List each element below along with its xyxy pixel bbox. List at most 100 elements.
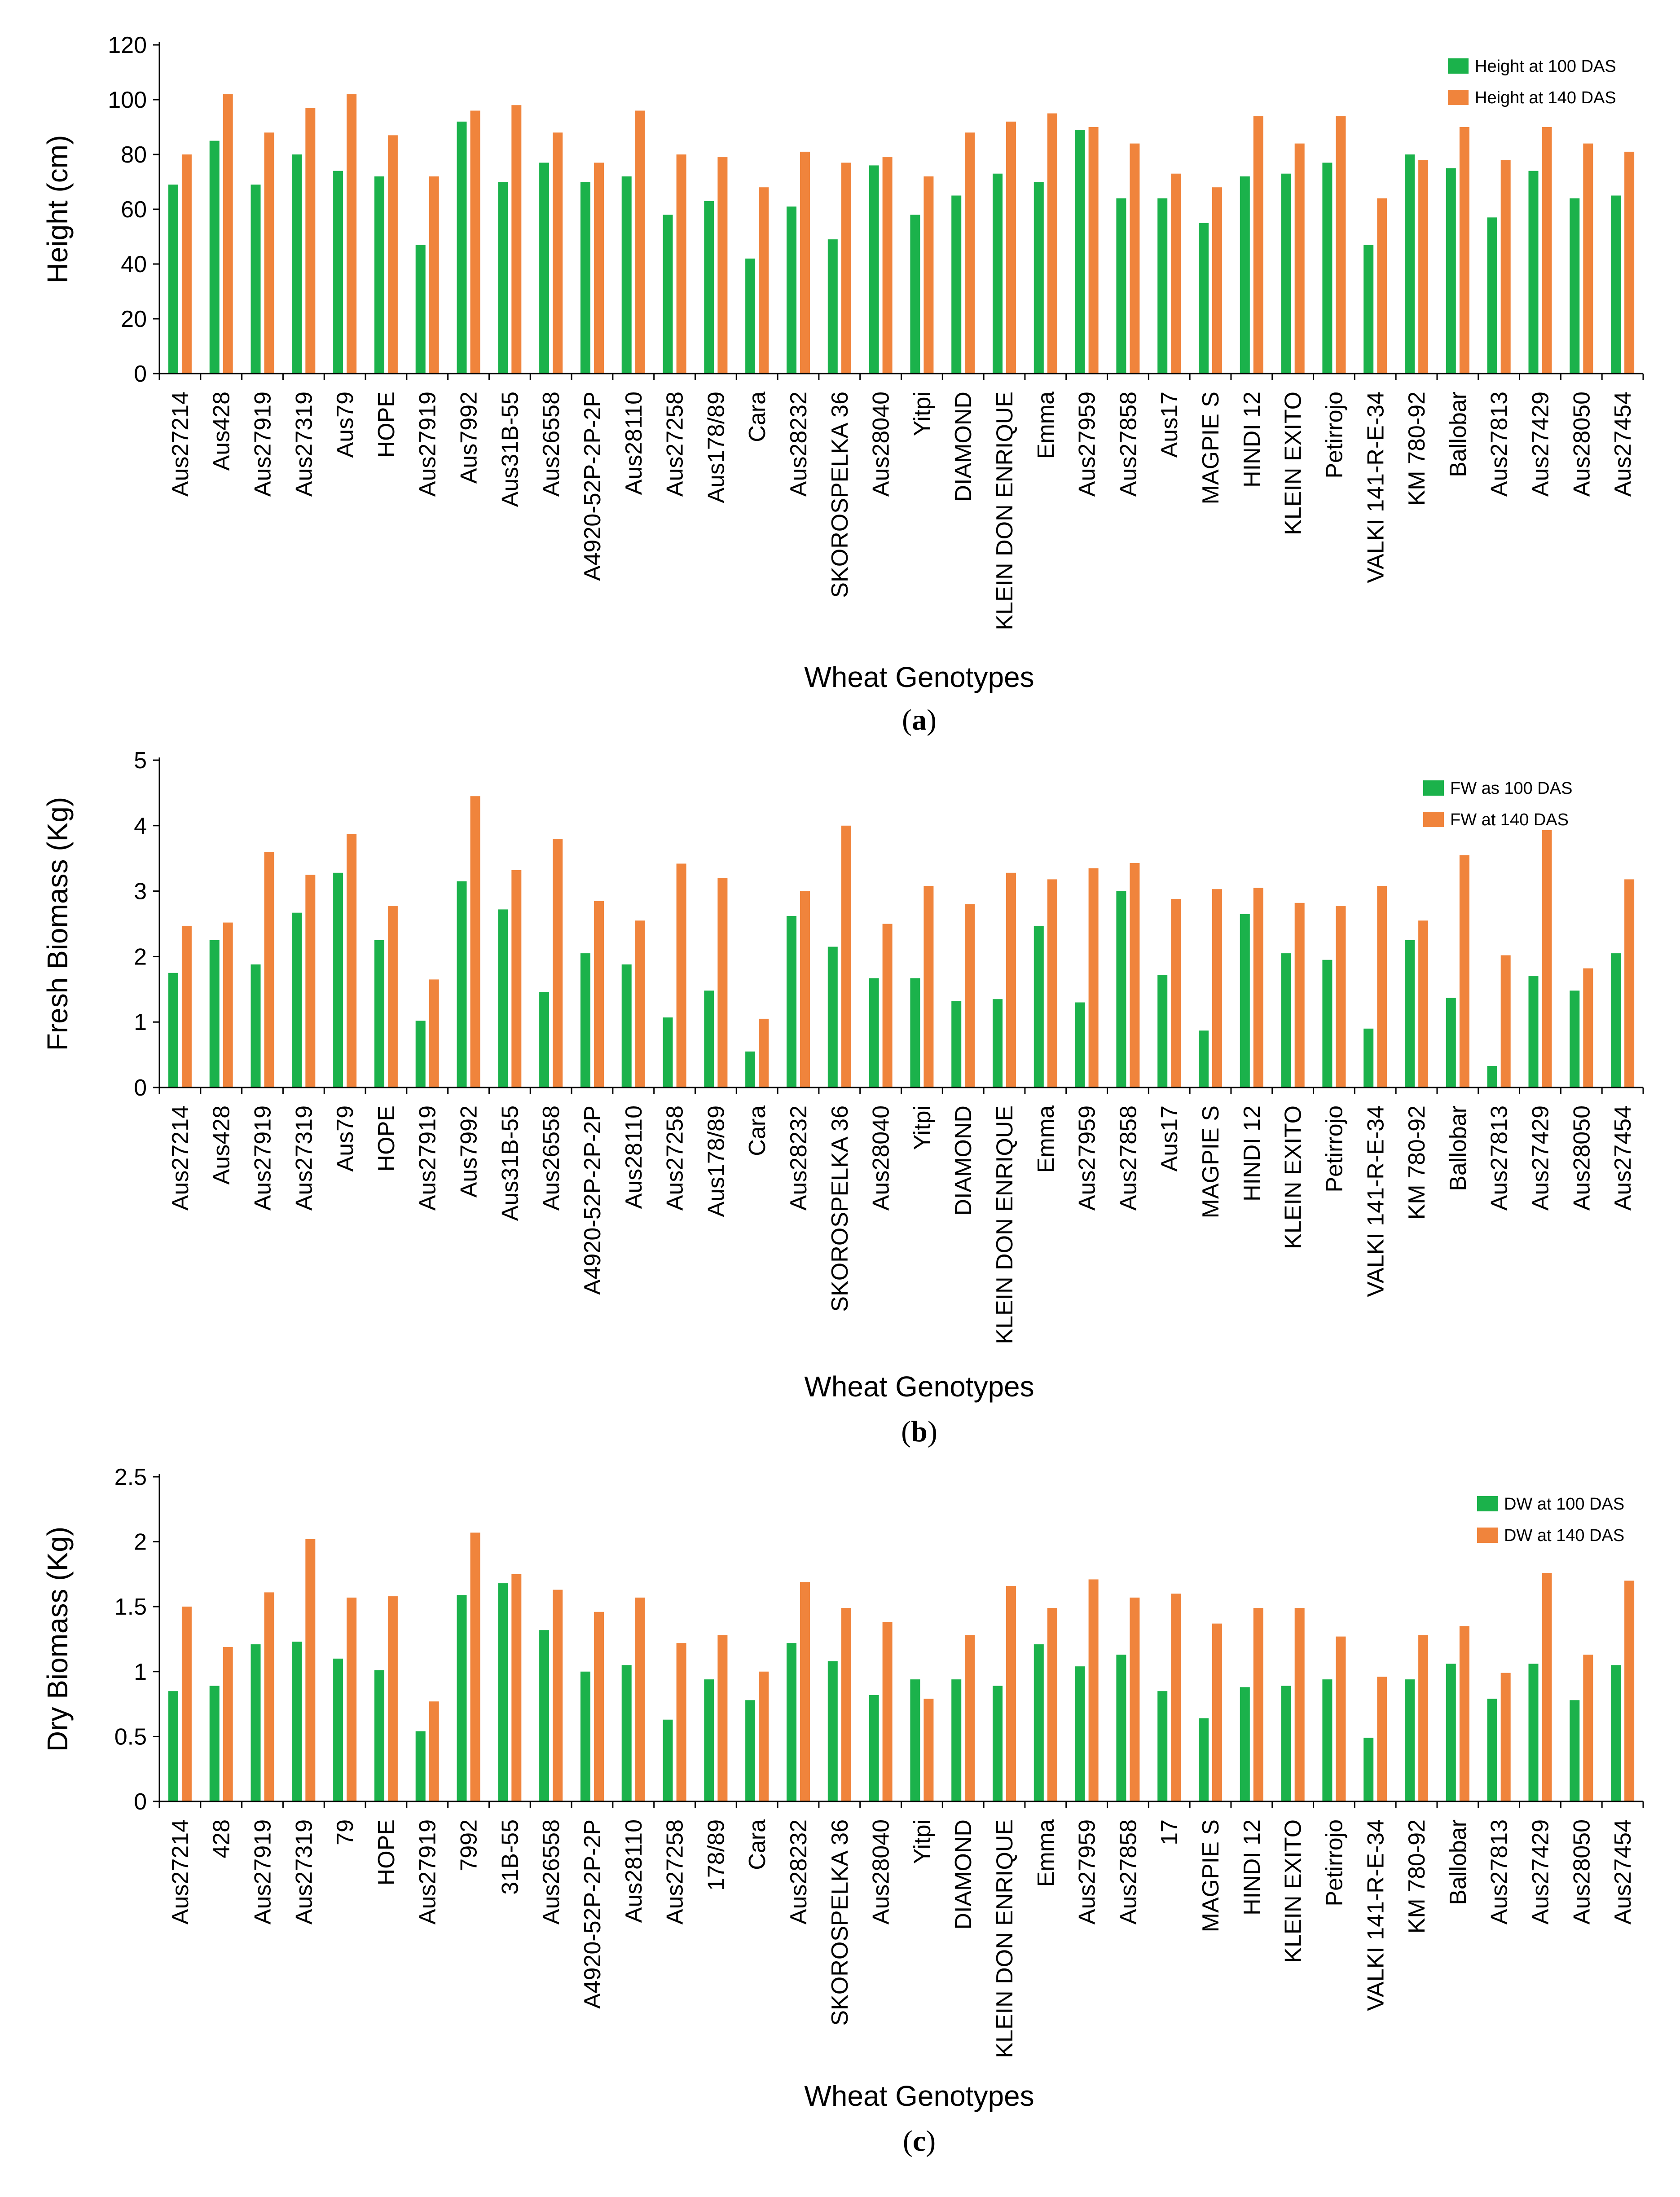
bar-b-s1-17 bbox=[869, 978, 879, 1087]
bar-a-s2-4 bbox=[347, 94, 357, 374]
bar-b-s1-9 bbox=[539, 992, 550, 1087]
bar-a-s2-1 bbox=[223, 94, 233, 374]
x-tick-label-a-15: Aus28232 bbox=[786, 392, 812, 497]
x-tick-label-b-6: Aus27919 bbox=[415, 1105, 441, 1211]
x-tick-label-c-22: Aus27959 bbox=[1074, 1819, 1100, 1924]
legend-label-b-1: FW as 100 DAS bbox=[1450, 779, 1572, 798]
x-tick-label-b-10: A4920-52P-2P-2P bbox=[580, 1105, 606, 1295]
bar-c-s2-16 bbox=[841, 1608, 851, 1801]
bar-c-s1-5 bbox=[374, 1670, 384, 1801]
bar-c-s1-33 bbox=[1528, 1664, 1539, 1801]
chart-height-panel: 0 20 40 60 80 100 120 Aus27214 Aus428 Aus27919 Aus… bbox=[41, 32, 1644, 736]
x-tick-label-a-16: SKOROSPELKA 36 bbox=[827, 392, 853, 598]
bar-c-s1-6 bbox=[415, 1731, 426, 1801]
x-axis-title-b: Wheat Genotypes bbox=[804, 1370, 1034, 1403]
bar-a-s2-21 bbox=[1047, 113, 1057, 374]
bar-b-s2-1 bbox=[223, 922, 233, 1087]
bar-c-s1-34 bbox=[1570, 1700, 1580, 1801]
bar-a-s1-28 bbox=[1322, 163, 1333, 374]
bar-c-s2-35 bbox=[1624, 1581, 1635, 1801]
bar-c-s2-9 bbox=[553, 1589, 563, 1801]
x-tick-label-b-9: Aus26558 bbox=[538, 1105, 564, 1211]
y-tick-label-a-2: 40 bbox=[121, 251, 147, 277]
x-tick-label-c-34: Aus28050 bbox=[1569, 1819, 1595, 1924]
x-tick-label-a-9: Aus26558 bbox=[538, 392, 564, 497]
bar-b-s2-19 bbox=[965, 904, 975, 1087]
bar-c-s1-19 bbox=[951, 1679, 962, 1801]
bar-c-s2-21 bbox=[1047, 1608, 1057, 1801]
bar-c-s2-24 bbox=[1171, 1594, 1181, 1801]
bar-a-s1-24 bbox=[1157, 198, 1168, 374]
x-tick-label-b-1: Aus428 bbox=[209, 1105, 235, 1184]
x-tick-label-c-29: VALKI 141-R-E-34 bbox=[1363, 1819, 1389, 2011]
bar-b-s1-25 bbox=[1199, 1030, 1209, 1087]
bar-a-s2-15 bbox=[800, 151, 810, 374]
bar-c-s2-10 bbox=[594, 1611, 604, 1801]
x-tick-label-a-10: A4920-52P-2P-2P bbox=[580, 392, 606, 581]
bar-c-s1-14 bbox=[745, 1700, 756, 1801]
y-axis-title-b: Fresh Biomass (Kg) bbox=[41, 797, 74, 1051]
bar-b-s2-21 bbox=[1047, 879, 1057, 1087]
bar-b-s1-12 bbox=[663, 1017, 673, 1087]
bar-a-s1-35 bbox=[1611, 195, 1621, 374]
x-tick-label-c-32: Aus27813 bbox=[1486, 1819, 1513, 1924]
x-tick-label-a-3: Aus27319 bbox=[291, 392, 317, 497]
bar-a-s1-6 bbox=[415, 245, 426, 374]
bar-a-s2-33 bbox=[1542, 127, 1552, 374]
y-tick-label-c-0: 0 bbox=[134, 1789, 147, 1815]
bar-c-s2-5 bbox=[387, 1596, 398, 1801]
bar-a-s1-29 bbox=[1363, 245, 1374, 374]
y-tick-label-c-5: 2.5 bbox=[114, 1464, 147, 1490]
bar-a-s1-5 bbox=[374, 176, 384, 374]
bar-c-s1-16 bbox=[827, 1661, 838, 1801]
bar-c-s2-17 bbox=[882, 1622, 893, 1801]
x-tick-label-a-33: Aus27429 bbox=[1528, 392, 1554, 497]
y-tick-label-b-3: 3 bbox=[134, 879, 147, 905]
x-tick-label-a-23: Aus27858 bbox=[1115, 392, 1141, 497]
bar-a-s1-9 bbox=[539, 163, 550, 374]
bar-b-s1-30 bbox=[1405, 940, 1415, 1087]
bar-c-s2-15 bbox=[800, 1582, 810, 1801]
bar-c-s2-14 bbox=[759, 1671, 769, 1801]
y-tick-label-b-4: 4 bbox=[134, 813, 147, 839]
bar-a-s2-29 bbox=[1377, 198, 1387, 374]
bar-a-s1-33 bbox=[1528, 171, 1539, 374]
bar-a-s2-9 bbox=[553, 132, 563, 374]
bar-b-s2-24 bbox=[1171, 899, 1181, 1087]
bar-b-s1-13 bbox=[704, 991, 714, 1087]
bar-b-s2-25 bbox=[1212, 889, 1222, 1087]
bar-b-s1-34 bbox=[1570, 991, 1580, 1087]
bar-a-s2-8 bbox=[511, 105, 522, 374]
bar-a-s1-17 bbox=[869, 165, 879, 374]
bar-c-s1-11 bbox=[621, 1665, 632, 1801]
legend-swatch-b-1 bbox=[1423, 780, 1444, 796]
bar-b-s2-28 bbox=[1336, 906, 1346, 1087]
bar-b-s2-26 bbox=[1253, 888, 1263, 1087]
bar-a-s1-19 bbox=[951, 195, 962, 374]
x-tick-label-b-26: HINDI 12 bbox=[1239, 1105, 1265, 1202]
x-tick-label-c-5: HOPE bbox=[374, 1819, 400, 1885]
bar-c-s1-9 bbox=[539, 1630, 550, 1801]
bar-b-s2-11 bbox=[635, 920, 645, 1087]
x-tick-label-b-3: Aus27319 bbox=[291, 1105, 317, 1211]
bar-a-s2-7 bbox=[470, 110, 480, 374]
bar-a-s2-24 bbox=[1171, 173, 1181, 374]
bar-b-s1-14 bbox=[745, 1051, 756, 1087]
legend-swatch-b-2 bbox=[1423, 812, 1444, 827]
x-tick-label-a-11: Aus28110 bbox=[621, 392, 647, 495]
bar-b-s1-35 bbox=[1611, 953, 1621, 1087]
y-axis-title-c: Dry Biomass (Kg) bbox=[41, 1527, 74, 1752]
x-tick-label-a-26: HINDI 12 bbox=[1239, 392, 1265, 488]
bar-b-s2-13 bbox=[717, 878, 728, 1087]
x-tick-label-a-25: MAGPIE S bbox=[1198, 392, 1224, 504]
bar-c-s2-34 bbox=[1583, 1655, 1593, 1801]
bar-b-s1-19 bbox=[951, 1001, 962, 1087]
bar-c-s2-26 bbox=[1253, 1608, 1263, 1801]
bar-a-s1-11 bbox=[621, 176, 632, 374]
bar-b-s1-24 bbox=[1157, 975, 1168, 1087]
x-tick-label-a-22: Aus27959 bbox=[1074, 392, 1100, 497]
bar-b-s2-5 bbox=[387, 906, 398, 1087]
bar-b-s2-32 bbox=[1500, 955, 1511, 1087]
bar-c-s2-31 bbox=[1459, 1626, 1469, 1801]
bar-a-s2-30 bbox=[1418, 160, 1429, 374]
